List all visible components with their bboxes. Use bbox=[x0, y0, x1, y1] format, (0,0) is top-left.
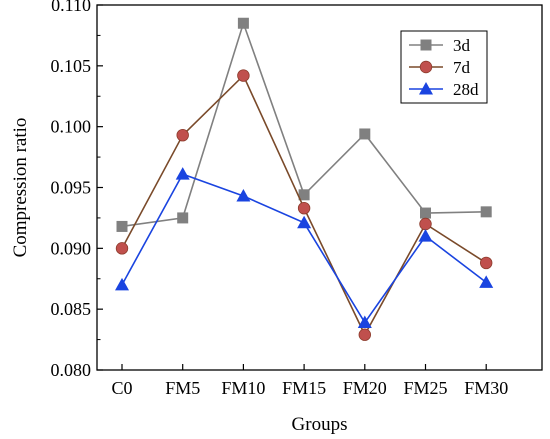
data-point-28d bbox=[175, 167, 190, 180]
legend: 3d 7d 28d bbox=[400, 30, 488, 104]
legend-label: 7d bbox=[453, 58, 471, 77]
data-point-3d bbox=[177, 212, 189, 224]
data-point-28d bbox=[479, 275, 494, 288]
data-point-7d bbox=[237, 69, 250, 82]
x-tick-label: FM5 bbox=[165, 378, 200, 398]
data-point-28d bbox=[418, 229, 433, 242]
data-point-28d bbox=[357, 315, 372, 329]
x-tick-label: FM10 bbox=[221, 378, 265, 398]
y-tick-label: 0.110 bbox=[51, 0, 91, 15]
legend-marker bbox=[419, 60, 433, 74]
data-point-28d bbox=[236, 189, 251, 202]
data-point-28d bbox=[297, 215, 312, 229]
x-tick-label: FM15 bbox=[282, 378, 326, 398]
series-marks bbox=[115, 17, 494, 341]
y-tick-label: 0.100 bbox=[51, 117, 92, 137]
y-tick-label: 0.090 bbox=[51, 238, 92, 258]
x-tick-label: C0 bbox=[111, 378, 132, 398]
y-tick-label: 0.095 bbox=[51, 178, 92, 198]
x-axis-title: Groups bbox=[292, 414, 348, 435]
data-point-3d bbox=[116, 220, 128, 232]
data-point-28d bbox=[115, 277, 129, 291]
legend-label: 3d bbox=[453, 36, 471, 55]
y-tick-label: 0.080 bbox=[51, 360, 92, 380]
legend-marker bbox=[420, 39, 432, 51]
y-tick-label: 0.105 bbox=[51, 56, 92, 76]
legend-label: 28d bbox=[453, 80, 479, 99]
series-28d bbox=[115, 167, 494, 329]
data-point-7d bbox=[419, 217, 432, 231]
x-tick-label: FM20 bbox=[343, 378, 387, 398]
x-tick-label: FM25 bbox=[403, 378, 447, 398]
x-tick-label: FM30 bbox=[464, 378, 508, 398]
series-7d bbox=[115, 69, 493, 341]
data-point-7d bbox=[176, 128, 189, 142]
data-point-3d bbox=[237, 17, 249, 29]
data-point-7d bbox=[480, 256, 493, 270]
y-axis-title: Compression ratio bbox=[10, 118, 31, 258]
data-point-3d bbox=[480, 206, 492, 218]
data-point-3d bbox=[420, 207, 431, 219]
legend-marker bbox=[419, 82, 433, 95]
y-tick-label: 0.085 bbox=[51, 299, 92, 319]
legend-item-28d: 28d bbox=[409, 80, 479, 99]
legend-item-7d: 7d bbox=[409, 58, 471, 77]
data-point-3d bbox=[298, 189, 310, 201]
data-point-7d bbox=[358, 328, 372, 341]
data-point-3d bbox=[359, 128, 371, 140]
axes: 0.080 0.085 0.090 0.095 0.100 0.105 0.110 C0 FM5… bbox=[51, 0, 509, 398]
data-point-7d bbox=[297, 201, 311, 215]
legend-item-3d: 3d bbox=[409, 36, 471, 55]
data-point-7d bbox=[115, 242, 129, 255]
series-3d bbox=[116, 17, 492, 232]
